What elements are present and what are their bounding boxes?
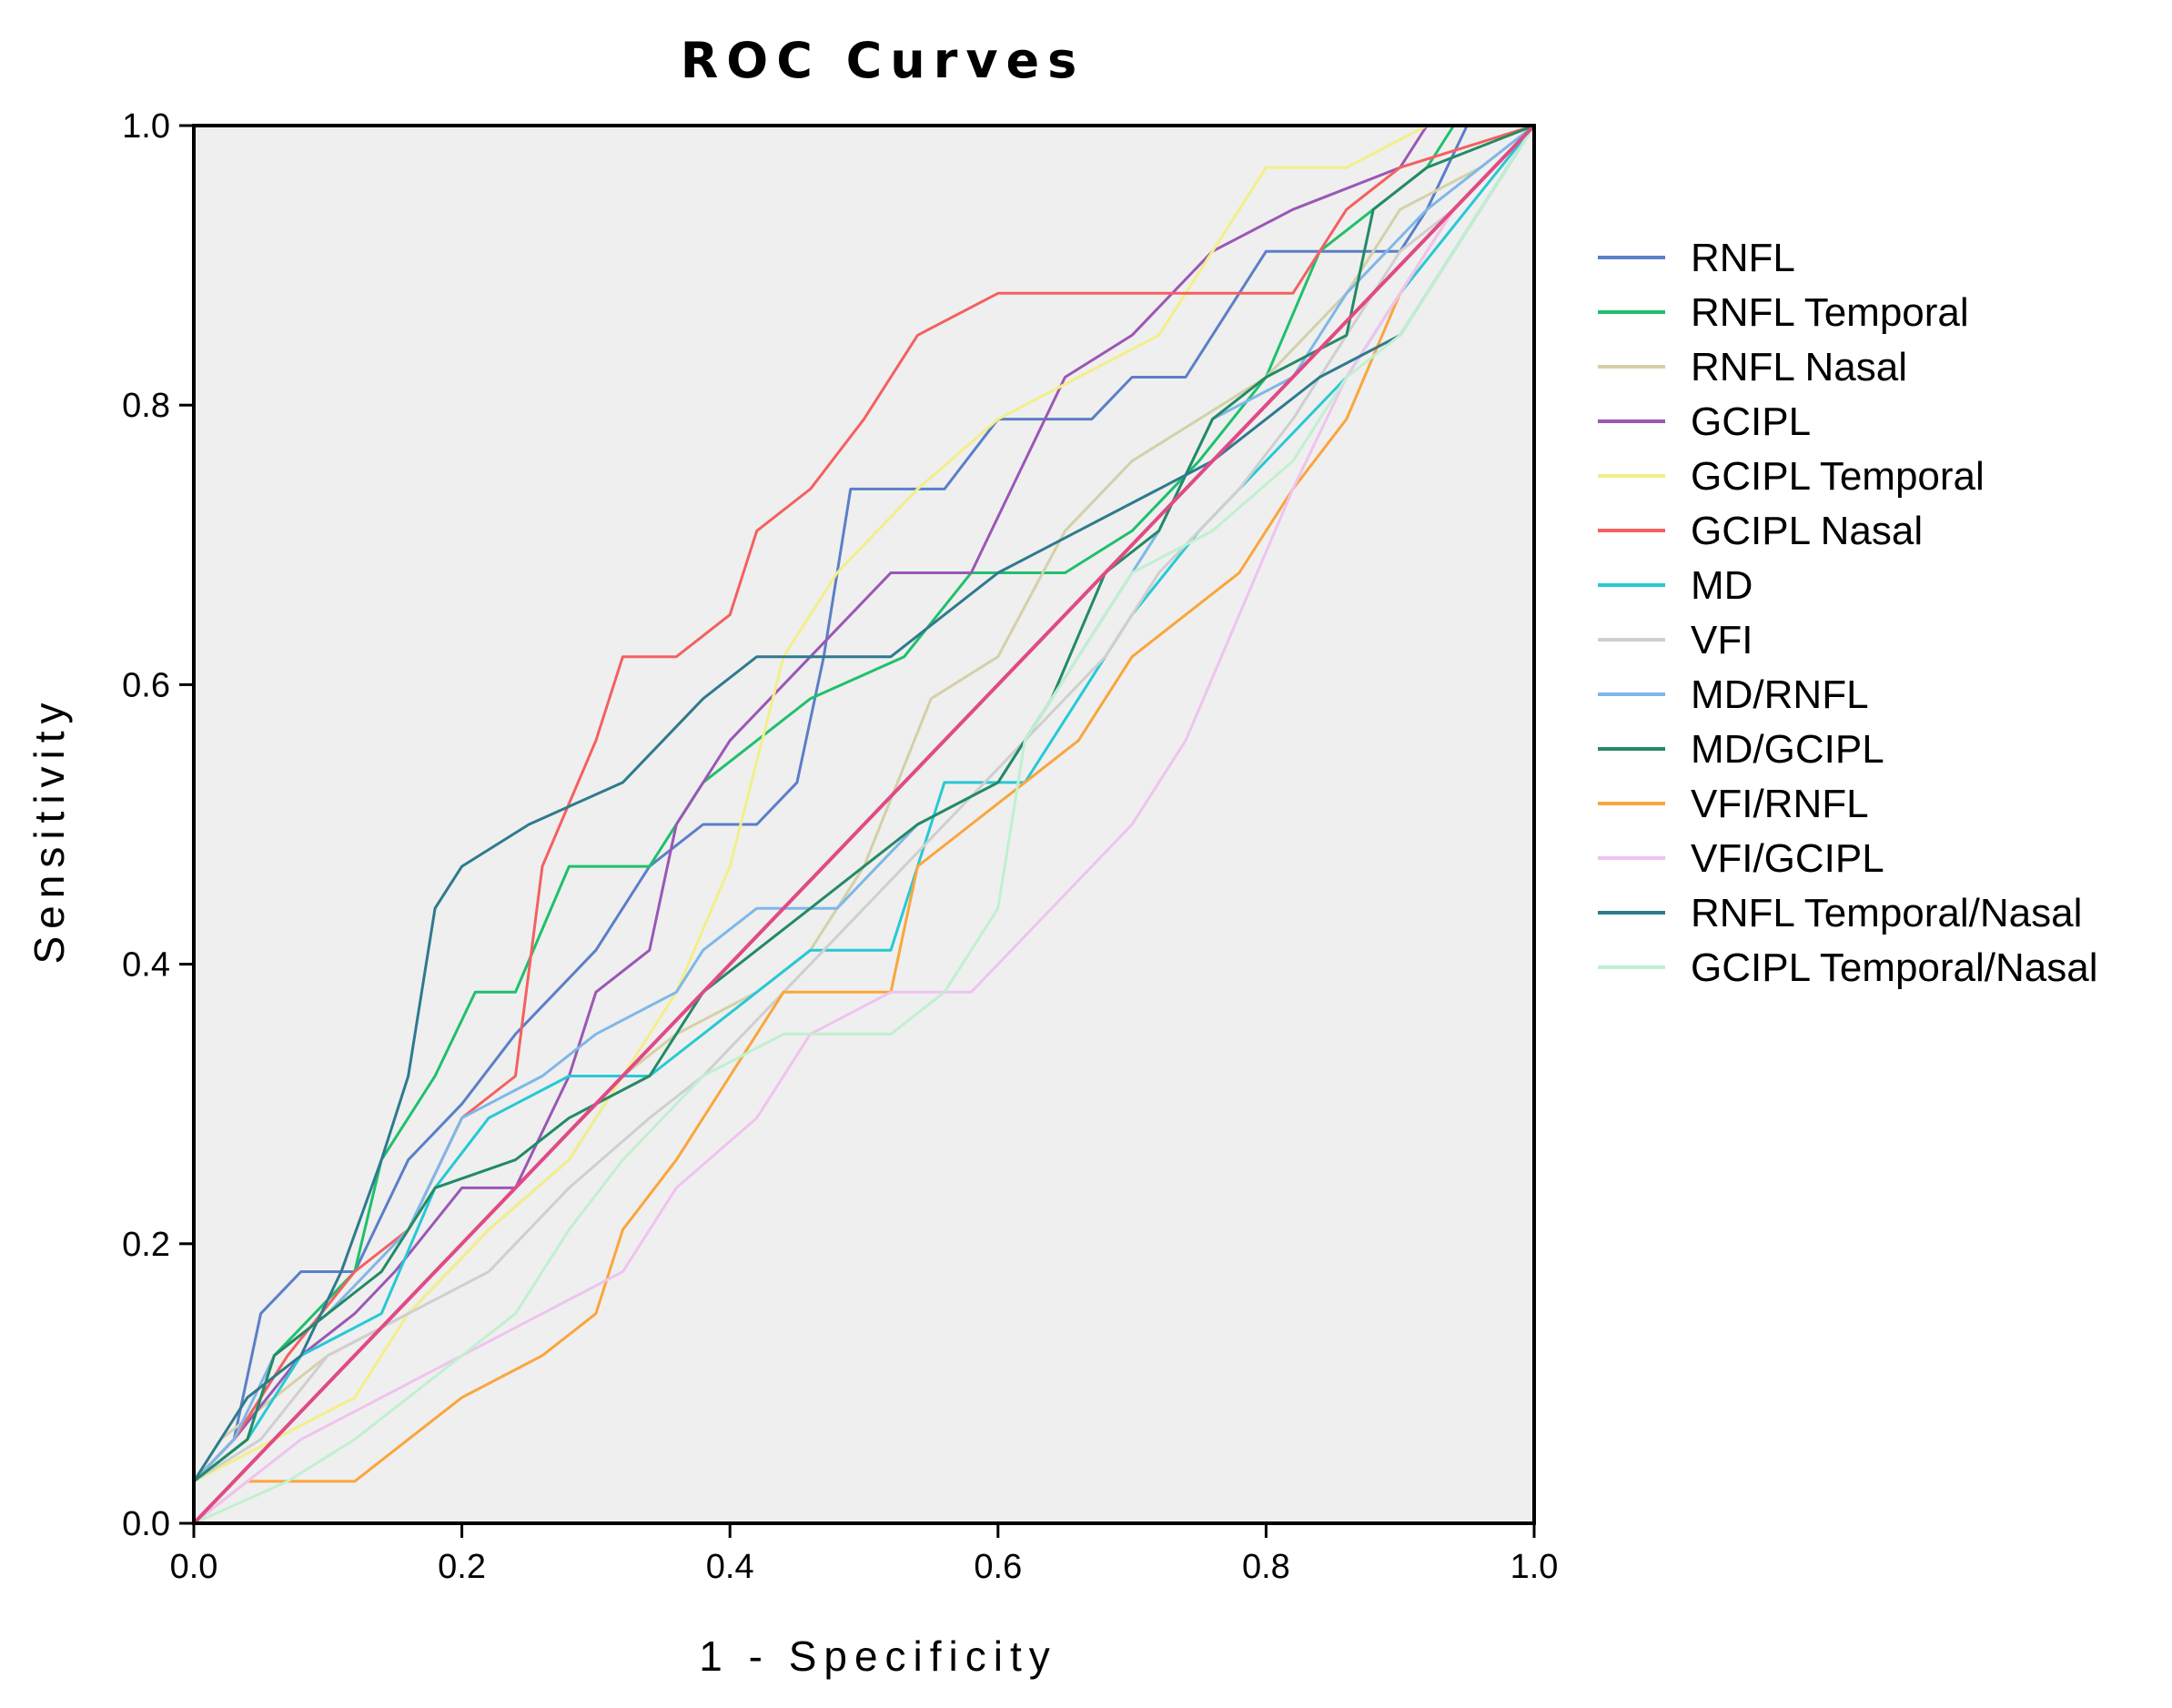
series-line-rnfl bbox=[192, 124, 1534, 1523]
x-tick-label: 1.0 bbox=[1510, 1548, 1559, 1586]
series-line-vfi-gcipl bbox=[193, 124, 1536, 1525]
legend-label-md-gcipl: MD/GCIPL bbox=[1691, 727, 1884, 772]
legend-label-rnfl-nasal: RNFL Nasal bbox=[1691, 345, 1907, 389]
legend-label-gcipl-temporal-nasal: GCIPL Temporal/Nasal bbox=[1691, 945, 2098, 990]
series-line-vfi bbox=[192, 124, 1536, 1523]
series-line-md-gcipl bbox=[192, 124, 1535, 1523]
series-line-gcipl-temporal-nasal bbox=[193, 125, 1536, 1525]
reference-diagonal-line bbox=[192, 124, 1536, 1525]
legend-label-vfi: VFI bbox=[1691, 618, 1753, 662]
legend-label-gcipl-nasal: GCIPL Nasal bbox=[1691, 509, 1923, 553]
plot-frame bbox=[192, 124, 1536, 1525]
x-tick-label: 0.2 bbox=[438, 1548, 486, 1586]
x-axis-label: 1 - Specificity bbox=[699, 1632, 1057, 1680]
legend-label-gcipl: GCIPL bbox=[1691, 399, 1811, 444]
legend-label-rnfl-temporal-nasal: RNFL Temporal/Nasal bbox=[1691, 891, 2082, 935]
series-line-rnfl-temporal-nasal bbox=[192, 125, 1536, 1523]
x-tick-label: 0.6 bbox=[974, 1548, 1022, 1586]
y-axis-label: Sensitivity bbox=[25, 695, 73, 964]
y-tick-label: 0.2 bbox=[122, 1226, 170, 1264]
legend-label-rnfl-temporal: RNFL Temporal bbox=[1691, 290, 1969, 335]
series-line-gcipl-nasal bbox=[192, 124, 1535, 1523]
legend-label-vfi-gcipl: VFI/GCIPL bbox=[1691, 836, 1884, 881]
series-line-vfi-rnfl bbox=[193, 124, 1536, 1525]
y-tick-label: 1.0 bbox=[122, 107, 170, 146]
chart-title: ROC Curves bbox=[681, 32, 1086, 89]
legend: RNFL RNFL Temporal RNFL Nasal GCIPL GCIPL Te… bbox=[1598, 236, 2098, 990]
legend-label-vfi-rnfl: VFI/RNFL bbox=[1691, 782, 1869, 826]
y-tick-label: 0.6 bbox=[122, 666, 170, 704]
legend-label-md: MD bbox=[1691, 563, 1753, 608]
x-axis: 0.0 0.2 0.4 0.6 0.8 1.0 bbox=[170, 1523, 1559, 1586]
legend-label-rnfl: RNFL bbox=[1691, 236, 1795, 280]
y-tick-label: 0.4 bbox=[122, 946, 170, 985]
series-line-gcipl bbox=[192, 124, 1534, 1523]
x-tick-label: 0.8 bbox=[1242, 1548, 1290, 1586]
legend-label-md-rnfl: MD/RNFL bbox=[1691, 672, 1869, 717]
series-layer bbox=[192, 124, 1536, 1525]
y-axis: 0.0 0.2 0.4 0.6 0.8 1.0 bbox=[122, 107, 194, 1543]
series-line-md bbox=[192, 125, 1536, 1523]
reference-layer bbox=[192, 124, 1536, 1525]
y-tick-label: 0.0 bbox=[122, 1505, 170, 1543]
x-tick-label: 0.4 bbox=[706, 1548, 754, 1586]
legend-label-gcipl-temporal: GCIPL Temporal bbox=[1691, 454, 1985, 499]
y-tick-label: 0.8 bbox=[122, 387, 170, 425]
x-tick-label: 0.0 bbox=[170, 1548, 218, 1586]
